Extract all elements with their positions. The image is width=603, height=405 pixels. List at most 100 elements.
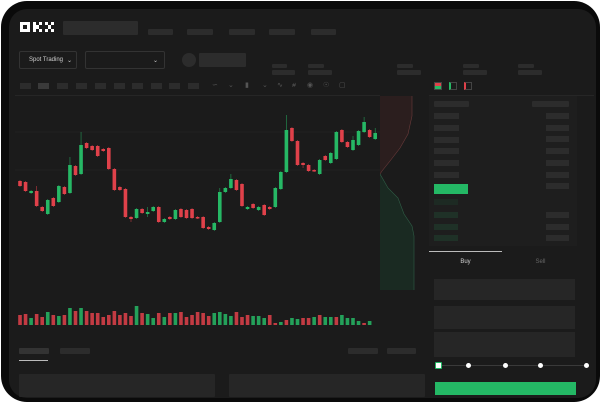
interval-button[interactable] bbox=[57, 83, 68, 89]
tab-open-orders[interactable] bbox=[19, 348, 49, 354]
candle-body bbox=[212, 223, 217, 230]
stat-value bbox=[272, 70, 295, 75]
volume-bar bbox=[107, 315, 111, 325]
settings-icon[interactable]: ☉ bbox=[323, 82, 330, 89]
candle-body bbox=[256, 207, 261, 210]
active-tab-underline bbox=[19, 360, 48, 361]
price-input[interactable] bbox=[434, 279, 575, 300]
fullscreen-icon[interactable]: ▢ bbox=[339, 82, 346, 89]
candle-body bbox=[123, 189, 128, 217]
bid-amount bbox=[546, 212, 569, 218]
percent-slider-track[interactable] bbox=[437, 365, 589, 366]
nav-item[interactable] bbox=[187, 29, 213, 35]
total-input[interactable] bbox=[434, 332, 575, 357]
interval-button[interactable] bbox=[20, 83, 31, 89]
candle-body bbox=[23, 182, 28, 191]
amount-input[interactable] bbox=[434, 306, 575, 329]
interval-button[interactable] bbox=[95, 83, 106, 89]
candle-body bbox=[156, 207, 161, 222]
camera-icon[interactable]: ◉ bbox=[307, 82, 314, 89]
filter-button[interactable] bbox=[387, 348, 416, 354]
volume-bar bbox=[173, 313, 178, 325]
interval-button[interactable] bbox=[76, 83, 87, 89]
slider-stop-75[interactable] bbox=[538, 363, 543, 368]
orderbook-asks-icon[interactable] bbox=[464, 82, 472, 90]
candle-body bbox=[367, 130, 372, 137]
line-tool-icon[interactable]: ∿ bbox=[277, 82, 283, 89]
buy-submit-button[interactable] bbox=[435, 382, 576, 395]
bid-price[interactable] bbox=[434, 212, 458, 218]
nav-item[interactable] bbox=[148, 29, 173, 35]
last-price-highlight[interactable] bbox=[434, 184, 468, 194]
header-search[interactable] bbox=[63, 21, 138, 35]
stat-value bbox=[397, 70, 421, 75]
candle-body bbox=[317, 160, 322, 174]
orderbook-both-icon[interactable] bbox=[434, 82, 442, 90]
volume-bar bbox=[251, 316, 255, 325]
interval-button[interactable] bbox=[169, 83, 180, 89]
chevron-down-icon[interactable]: ⌄ bbox=[228, 82, 234, 89]
slider-stop-25[interactable] bbox=[466, 363, 471, 368]
volume-bar bbox=[317, 315, 322, 325]
orders-panel bbox=[19, 374, 215, 397]
nav-item[interactable] bbox=[229, 29, 255, 35]
orderbook-bids-icon[interactable] bbox=[449, 82, 457, 90]
volume-bar bbox=[134, 306, 139, 325]
candlestick-chart[interactable] bbox=[15, 96, 380, 336]
ask-price[interactable] bbox=[434, 125, 459, 131]
candle-body bbox=[240, 184, 244, 206]
ask-price[interactable] bbox=[434, 160, 459, 166]
volume-bar bbox=[179, 312, 183, 325]
ask-price[interactable] bbox=[434, 113, 459, 119]
candle-body bbox=[112, 169, 117, 190]
bid-price[interactable] bbox=[434, 235, 458, 241]
bid-price[interactable] bbox=[434, 199, 458, 205]
indicator-icon[interactable]: ∽ bbox=[212, 82, 218, 89]
volume-bar bbox=[195, 312, 200, 325]
candle-body bbox=[40, 207, 44, 211]
candle-body bbox=[223, 188, 228, 192]
slider-stop-100[interactable] bbox=[584, 363, 589, 368]
volume-bar bbox=[295, 319, 300, 325]
buy-tab[interactable]: Buy bbox=[460, 259, 471, 265]
market-type-dropdown[interactable]: Spot Trading ⌄ bbox=[19, 51, 77, 69]
candle-body bbox=[229, 179, 233, 188]
nav-item[interactable] bbox=[269, 29, 295, 35]
ruler-icon[interactable]: ⧣ bbox=[292, 82, 296, 89]
candle-body bbox=[351, 140, 355, 150]
ask-price[interactable] bbox=[434, 172, 459, 178]
volume-bar bbox=[262, 318, 266, 325]
interval-button[interactable] bbox=[132, 83, 143, 89]
bid-depth-area bbox=[380, 174, 414, 290]
coin-icon bbox=[182, 53, 196, 67]
candle-type-icon[interactable]: ▮ bbox=[245, 82, 249, 89]
volume-bar bbox=[212, 313, 217, 325]
sell-tab[interactable]: Sell bbox=[535, 259, 546, 265]
tab-order-history[interactable] bbox=[60, 348, 90, 354]
candle-body bbox=[206, 227, 211, 229]
bid-price[interactable] bbox=[434, 224, 458, 230]
ask-price[interactable] bbox=[434, 137, 459, 143]
ask-price[interactable] bbox=[434, 148, 459, 154]
percent-slider-handle[interactable] bbox=[435, 362, 442, 369]
candle-body bbox=[168, 217, 172, 219]
stat-label bbox=[463, 64, 479, 68]
chevron-down-icon[interactable]: ⌄ bbox=[262, 82, 268, 89]
filter-button[interactable] bbox=[348, 348, 378, 354]
interval-button-active[interactable] bbox=[38, 83, 49, 89]
pair-dropdown[interactable]: ⌄ bbox=[85, 51, 165, 69]
slider-stop-50[interactable] bbox=[503, 363, 508, 368]
candle-body bbox=[184, 210, 189, 218]
bid-amount bbox=[546, 224, 569, 230]
candle-body bbox=[134, 209, 139, 218]
ask-depth-area bbox=[380, 96, 412, 174]
volume-bar bbox=[62, 315, 67, 325]
interval-button[interactable] bbox=[151, 83, 162, 89]
volume-bar bbox=[151, 318, 155, 325]
ask-amount bbox=[546, 136, 569, 142]
interval-button[interactable] bbox=[188, 83, 199, 89]
interval-button[interactable] bbox=[114, 83, 125, 89]
assets-panel bbox=[229, 374, 425, 397]
ask-amount bbox=[546, 148, 569, 154]
nav-item[interactable] bbox=[311, 29, 336, 35]
